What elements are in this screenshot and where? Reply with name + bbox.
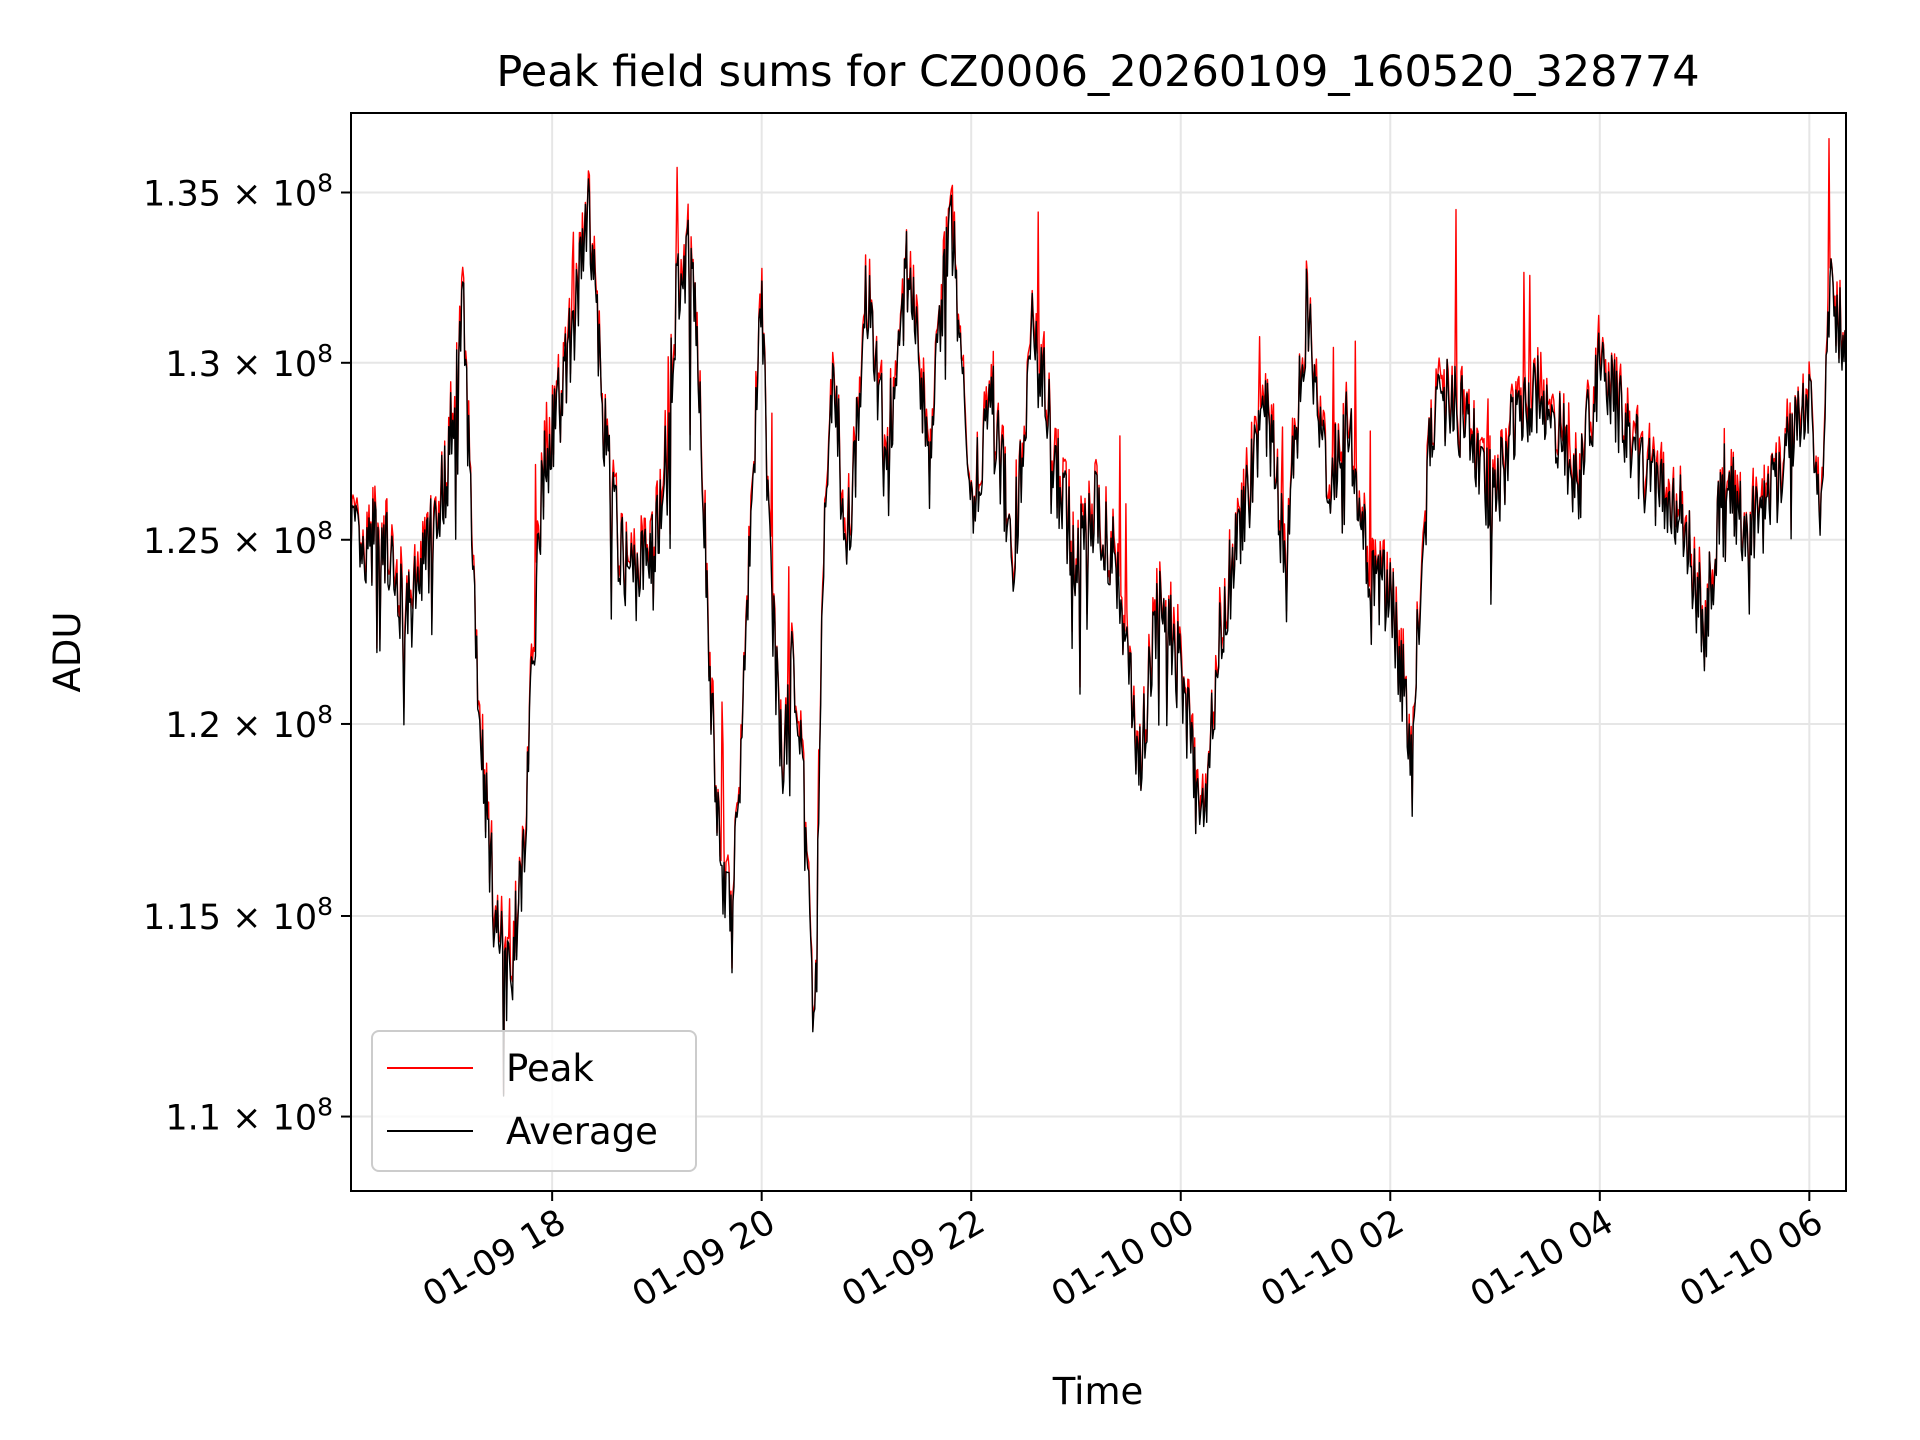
- y-tick-label: 1.15 × 108: [143, 892, 333, 938]
- y-axis-label: ADU: [46, 612, 89, 693]
- average-series-line: [350, 178, 1847, 1097]
- legend: Peak Average: [371, 1030, 697, 1172]
- legend-average-label: Average: [506, 1110, 658, 1153]
- legend-box: [371, 1030, 697, 1172]
- y-tick-label: 1.3 × 108: [165, 339, 333, 385]
- y-tick-label: 1.35 × 108: [143, 169, 333, 215]
- x-axis-label: Time: [1052, 1370, 1144, 1413]
- y-tick-label: 1.2 × 108: [165, 700, 333, 746]
- legend-peak-label: Peak: [506, 1047, 594, 1090]
- y-tick-label: 1.1 × 108: [165, 1093, 333, 1139]
- y-axis: 1.1 × 108 1.15 × 108 1.2 × 108 1.25 × 108 1.…: [143, 169, 351, 1139]
- plot-frame: [350, 112, 1847, 1192]
- chart-title: Peak field sums for CZ0006_20260109_1605…: [496, 47, 1699, 97]
- y-tick-label: 1.25 × 108: [143, 516, 333, 562]
- series-layer: [350, 137, 1847, 1097]
